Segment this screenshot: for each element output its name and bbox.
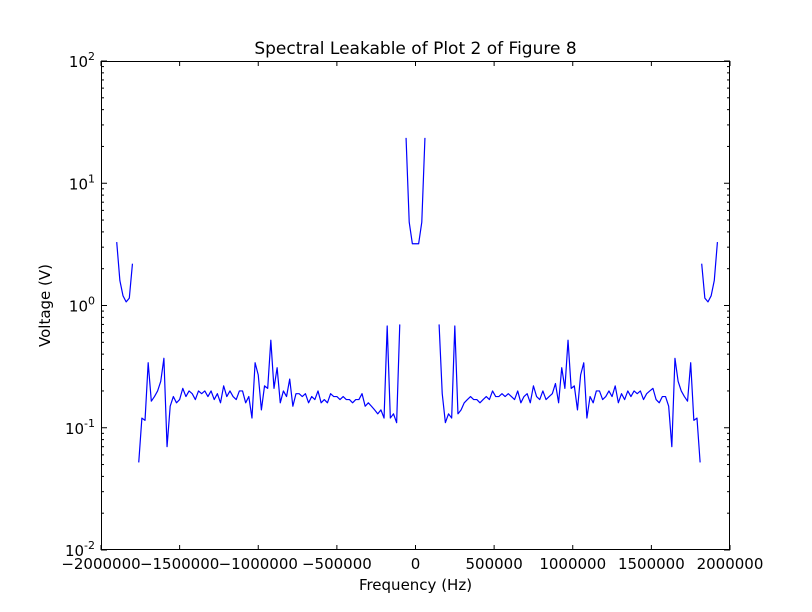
series-layer	[116, 137, 719, 463]
y-tick-label: 100	[69, 295, 95, 316]
x-tick-label: 2000000	[697, 555, 764, 573]
y-tick-label: 101	[69, 172, 95, 193]
chart-title: Spectral Leakable of Plot 2 of Figure 8	[254, 39, 576, 59]
series-0-segment-0	[116, 242, 134, 303]
y-tick-label-base: 10	[69, 175, 88, 193]
series-0-segment-3	[438, 324, 701, 463]
ticks-layer: −2000000 −1500000 −1000000 −500000 0 500000 10…	[61, 50, 763, 573]
x-tick-label: 0	[411, 555, 421, 573]
x-tick-label: 500000	[465, 555, 522, 573]
y-tick-label: 102	[69, 50, 95, 71]
y-tick-label-exponent: 0	[88, 295, 95, 308]
y-tick-label-exponent: -2	[84, 539, 95, 552]
x-tick-label: −500000	[302, 555, 372, 573]
y-tick-label-exponent: 1	[88, 172, 95, 185]
series-0-segment-2	[405, 137, 426, 245]
plot-area	[101, 61, 730, 550]
x-tick-label: −1500000	[140, 555, 219, 573]
y-tick-label-base: 10	[69, 298, 88, 316]
series-0-segment-1	[138, 324, 401, 463]
x-tick-label: −1000000	[219, 555, 298, 573]
series-0-segment-4	[701, 242, 719, 303]
y-tick-label-exponent: -1	[84, 417, 95, 430]
x-tick-label: 1000000	[539, 555, 606, 573]
y-tick-label: 10-1	[65, 417, 95, 438]
y-axis-label: Voltage (V)	[36, 264, 54, 347]
x-tick-label: −2000000	[61, 555, 140, 573]
y-tick-label: 10-2	[65, 539, 95, 560]
y-tick-label-base: 10	[65, 542, 84, 560]
x-axis-label: Frequency (Hz)	[359, 576, 472, 594]
y-tick-label-exponent: 2	[88, 50, 95, 63]
y-tick-label-base: 10	[69, 53, 88, 71]
y-tick-label-base: 10	[65, 420, 84, 438]
x-tick-label: 1500000	[618, 555, 685, 573]
